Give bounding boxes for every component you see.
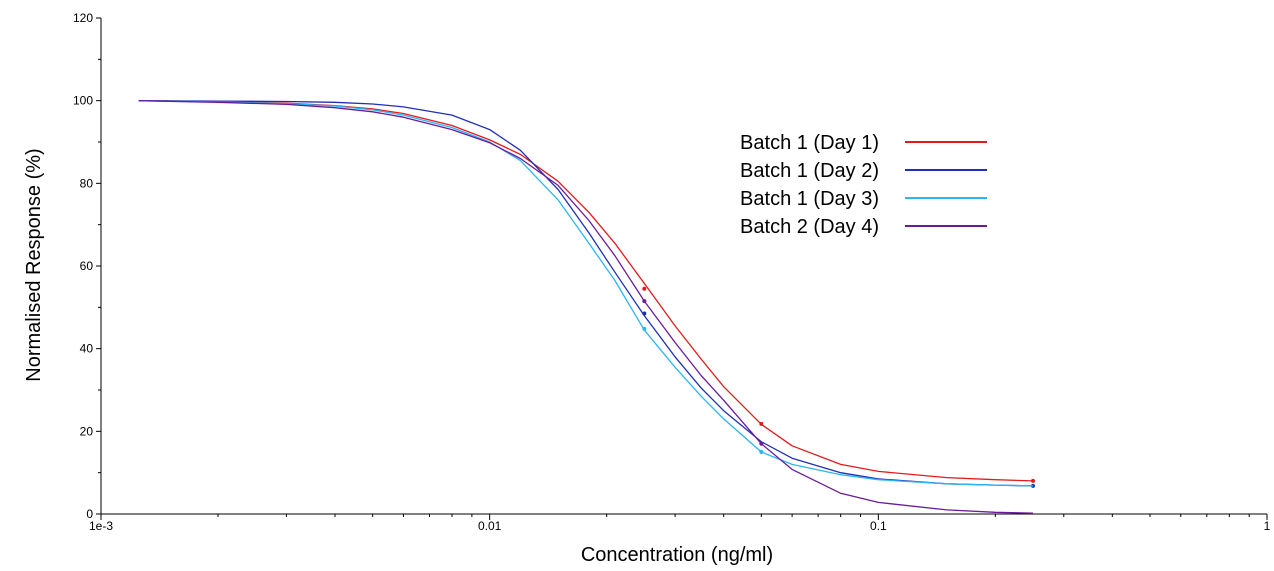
y-tick-label: 100: [73, 94, 93, 108]
data-point-1: [642, 286, 647, 291]
tick-marks: [96, 17, 1268, 520]
axes: [100, 18, 1267, 515]
data-point-3: [642, 326, 647, 331]
series-line-2: [138, 100, 1034, 487]
legend-label: Batch 2 (Day 4): [740, 216, 879, 238]
tick-labels: 0 20 40 60 80 100 120 1e-3 0.01 0.1 1: [73, 11, 1271, 533]
y-tick-label: 60: [80, 259, 94, 273]
y-tick-label: 120: [73, 11, 93, 25]
x-axis-title: Concentration (ng/ml): [581, 544, 773, 566]
legend-label: Batch 1 (Day 3): [740, 188, 879, 210]
data-point-4: [759, 441, 764, 446]
series-line-3: [138, 100, 1034, 487]
legend: Batch 1 (Day 1) Batch 1 (Day 2) Batch 1 (D…: [740, 132, 987, 238]
x-tick-label: 0.1: [870, 519, 887, 533]
data-point-3: [759, 450, 764, 454]
y-tick-label: 40: [80, 342, 94, 356]
data-point-4: [642, 299, 647, 304]
y-axis-title: Normalised Response (%): [23, 148, 45, 381]
data-point-1: [759, 421, 764, 426]
series-line-4: [138, 100, 1034, 514]
y-tick-label: 0: [86, 507, 93, 521]
series-line-1: [138, 100, 1034, 482]
data-point-1: [1030, 478, 1035, 483]
x-tick-label: 1e-3: [89, 519, 113, 533]
series-layer: [138, 100, 1035, 514]
data-point-2: [642, 311, 647, 316]
x-tick-label: 0.01: [478, 519, 502, 533]
x-tick-label: 1: [1264, 519, 1271, 533]
legend-label: Batch 1 (Day 1): [740, 132, 879, 154]
y-tick-label: 80: [80, 176, 94, 190]
legend-label: Batch 1 (Day 2): [740, 160, 879, 182]
y-tick-label: 20: [80, 424, 94, 438]
